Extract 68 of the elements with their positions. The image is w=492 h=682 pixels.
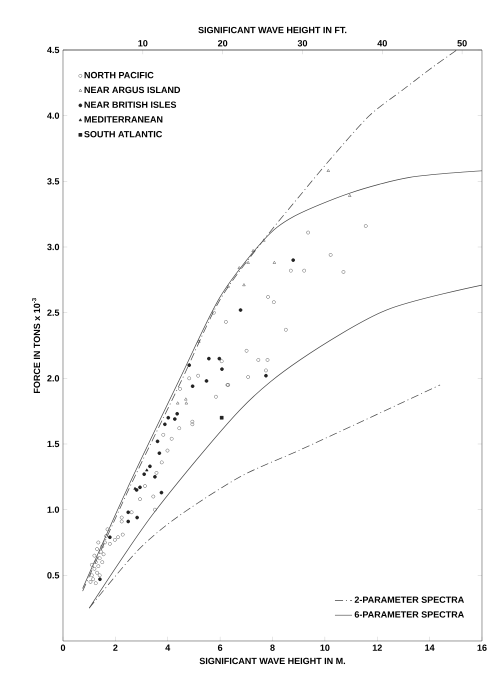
point <box>108 535 112 540</box>
legend-label: SOUTH ATLANTIC <box>84 130 162 138</box>
point <box>138 485 142 490</box>
x2-tick-label: 30 <box>298 40 308 46</box>
legend-label: NORTH PACIFIC <box>84 72 154 78</box>
point <box>264 374 268 378</box>
x-tick-label: 10 <box>320 644 330 651</box>
y-tick-label: 2.0 <box>47 375 60 382</box>
y-tick-label: 4.0 <box>47 112 60 119</box>
point <box>163 422 167 426</box>
x2-axis-title: SIGNIFICANT WAVE HEIGHT IN FT. <box>198 26 346 34</box>
point <box>126 510 130 514</box>
point <box>126 520 130 524</box>
legend-label: 2-PARAMETER SPECTRA <box>354 596 464 603</box>
y-tick-label: 0.5 <box>47 572 60 579</box>
point <box>187 363 192 368</box>
point <box>326 168 330 172</box>
x-tick-label: 8 <box>270 644 275 651</box>
point <box>153 474 157 479</box>
x-tick-label: 6 <box>218 644 222 651</box>
point <box>204 379 208 383</box>
x-tick-label: 12 <box>372 644 382 651</box>
y-tick-label: 3.0 <box>47 244 60 250</box>
point <box>242 283 246 286</box>
legend-label: MEDITERRANEAN <box>84 116 162 122</box>
point <box>160 490 164 494</box>
x2-tick-label: 50 <box>457 40 467 46</box>
point <box>184 397 188 400</box>
y-tick-label: 1.0 <box>48 506 60 513</box>
point <box>135 516 139 520</box>
y-tick-label: 1.5 <box>48 440 60 448</box>
point <box>98 577 102 582</box>
point <box>145 468 148 472</box>
x-tick-label: 14 <box>425 644 435 651</box>
point <box>207 356 211 360</box>
point <box>190 384 194 388</box>
point <box>166 416 170 420</box>
y-tick-label: 4.5 <box>47 46 60 54</box>
point <box>156 440 160 444</box>
point <box>142 472 146 476</box>
point <box>272 260 276 264</box>
point <box>172 417 177 421</box>
point <box>217 356 222 360</box>
point <box>148 464 152 468</box>
x2-tick-label: 40 <box>377 40 387 46</box>
x-axis-title: SIGNIFICANT WAVE HEIGHT IN M. <box>200 658 346 664</box>
point <box>238 308 242 312</box>
legend-label: 6-PARAMETER SPECTRA <box>354 611 464 618</box>
x-tick-label: 0 <box>60 644 66 651</box>
x-tick-label: 2 <box>113 644 118 651</box>
point <box>176 401 180 404</box>
point <box>246 260 250 264</box>
point <box>158 451 162 456</box>
y-axis-title: FORCE IN TONS x 10$^{-3}$ <box>32 298 40 393</box>
legend-label: NEAR BRITISH ISLES <box>84 101 176 108</box>
y-tick-label: 2.5 <box>47 309 60 316</box>
y-tick-label: 3.5 <box>47 178 60 185</box>
point <box>175 412 180 416</box>
point <box>291 258 296 262</box>
x-tick-label: 16 <box>478 644 487 651</box>
x2-tick-label: 10 <box>138 40 148 46</box>
legend-label: NEAR ARGUS ISLAND <box>84 86 180 94</box>
x2-tick-label: 20 <box>218 40 228 46</box>
point <box>184 401 188 404</box>
point <box>348 194 352 197</box>
point <box>220 416 224 420</box>
point <box>220 367 224 371</box>
x-tick-label: 4 <box>165 644 170 651</box>
